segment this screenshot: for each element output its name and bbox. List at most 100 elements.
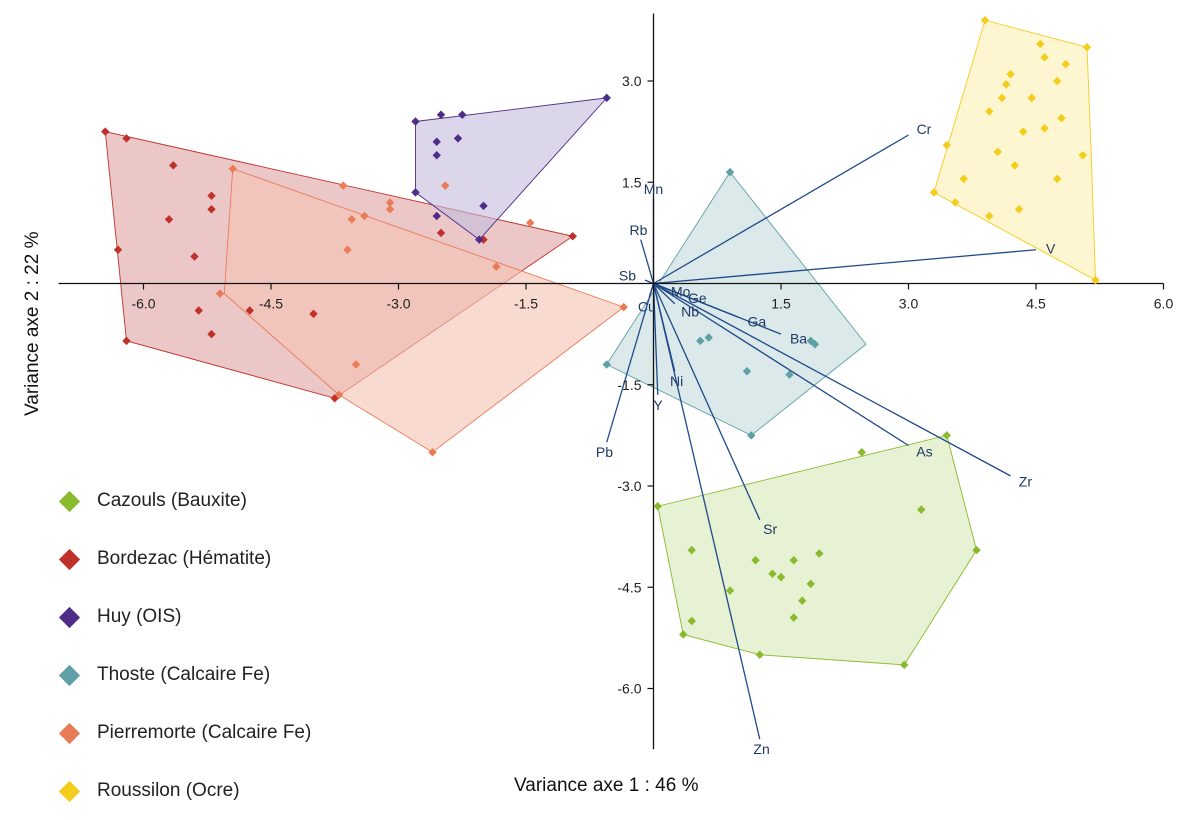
data-point (1078, 151, 1087, 160)
data-point (687, 545, 696, 555)
legend-label-cazouls: Cazouls (Bauxite) (97, 490, 247, 511)
vector-cr (653, 134, 909, 285)
vector-label-zn: Zn (753, 741, 769, 757)
data-point (929, 188, 939, 197)
vector-label-v: V (1046, 241, 1056, 257)
vector-label-ni: Ni (670, 373, 683, 389)
biplot-chart: -6.0 -4.5 -3.0 -1.5 1.5 3.0 4.5 6.0 3.0 1.5 -1.5 -3… (58, 13, 1173, 757)
data-point (679, 630, 688, 639)
x-tick-label: -1.5 (514, 296, 538, 312)
data-point (985, 211, 994, 221)
y-tick-label: 3.0 (622, 73, 642, 89)
data-point (1019, 127, 1028, 136)
data-point (334, 390, 344, 400)
data-point (951, 198, 960, 207)
legend-item-pierremorte: Pierremorte (Calcaire Fe) (58, 704, 311, 762)
data-point (207, 191, 216, 200)
data-point (194, 306, 203, 315)
legend-item-thoste: Thoste (Calcaire Fe) (58, 646, 311, 704)
data-point (1053, 174, 1062, 184)
data-point (1040, 124, 1049, 133)
legend-item-roussilon: Roussilon (Ocre) (58, 762, 311, 820)
data-point (1061, 59, 1070, 69)
data-point (789, 613, 798, 622)
data-point (475, 235, 484, 244)
legend-label-pierremorte: Pierremorte (Calcaire Fe) (97, 722, 312, 743)
vector-label-pb: Pb (596, 444, 613, 460)
legend-label-huy: Huy (OIS) (97, 606, 182, 627)
data-point (815, 549, 824, 558)
data-point (725, 586, 735, 595)
data-point (339, 181, 348, 190)
data-point (526, 218, 535, 227)
data-point (1053, 76, 1062, 86)
data-point (810, 340, 820, 349)
vector-ba (653, 282, 782, 335)
data-point (1014, 205, 1024, 214)
data-point (942, 140, 951, 150)
data-point (747, 431, 756, 440)
data-point (993, 147, 1002, 157)
legend-marker-roussilon (58, 780, 81, 802)
data-point (917, 505, 926, 514)
data-point (411, 117, 420, 126)
data-point (1027, 93, 1036, 103)
data-point (101, 127, 110, 136)
data-point (1010, 161, 1019, 170)
data-point (942, 431, 951, 440)
data-point (806, 579, 815, 589)
data-point (1002, 80, 1011, 89)
legend-marker-bordezac (58, 548, 81, 570)
data-point (360, 211, 369, 221)
vector-as (653, 282, 909, 447)
data-point (980, 16, 990, 25)
data-point (742, 367, 752, 376)
vector-y (652, 283, 659, 395)
vector-nb (653, 283, 676, 305)
data-point (343, 245, 352, 254)
data-point (785, 370, 794, 379)
data-point (411, 188, 420, 197)
data-point (492, 262, 501, 271)
vector-label-mo: Mo (671, 283, 691, 299)
data-point (959, 174, 968, 184)
data-point (602, 360, 611, 369)
legend: Cazouls (Bauxite) Bordezac (Hématite) Hu… (58, 472, 311, 820)
data-point (122, 134, 131, 143)
data-point (653, 502, 662, 511)
data-point (245, 306, 254, 315)
data-point (479, 235, 488, 244)
data-point (568, 232, 577, 241)
y-tick-label: -3.0 (617, 478, 641, 494)
legend-item-cazouls: Cazouls (Bauxite) (58, 472, 311, 530)
axes (58, 13, 1165, 750)
legend-label-bordezac: Bordezac (Hématite) (97, 548, 272, 569)
y-tick-label: 1.5 (622, 174, 642, 190)
data-point (441, 181, 450, 190)
data-point (755, 650, 764, 659)
data-point (432, 211, 441, 221)
hull-series-5 (933, 19, 1096, 281)
legend-marker-cazouls (58, 490, 81, 512)
y-axis-label: Variance axe 2 : 22 % (22, 231, 43, 416)
legend-marker-thoste (58, 664, 81, 686)
x-tick-label: -3.0 (386, 296, 410, 312)
vector-label-mn: Mn (644, 181, 663, 197)
legend-marker-pierremorte (58, 722, 81, 744)
data-point (997, 93, 1007, 103)
y-tick-label: -4.5 (617, 579, 641, 595)
legend-marker-huy (58, 606, 81, 628)
data-point (619, 302, 628, 312)
vector-zr (653, 282, 1011, 477)
data-point (432, 137, 441, 146)
data-point (113, 245, 123, 254)
data-point (122, 336, 131, 346)
data-point (428, 448, 437, 457)
legend-label-thoste: Thoste (Calcaire Fe) (97, 664, 271, 685)
data-point (972, 545, 981, 555)
hull-series-0 (657, 434, 977, 666)
data-point (1082, 43, 1092, 52)
vector-label-cu: Cu (638, 299, 656, 315)
data-point (169, 161, 178, 170)
data-point (164, 215, 174, 224)
